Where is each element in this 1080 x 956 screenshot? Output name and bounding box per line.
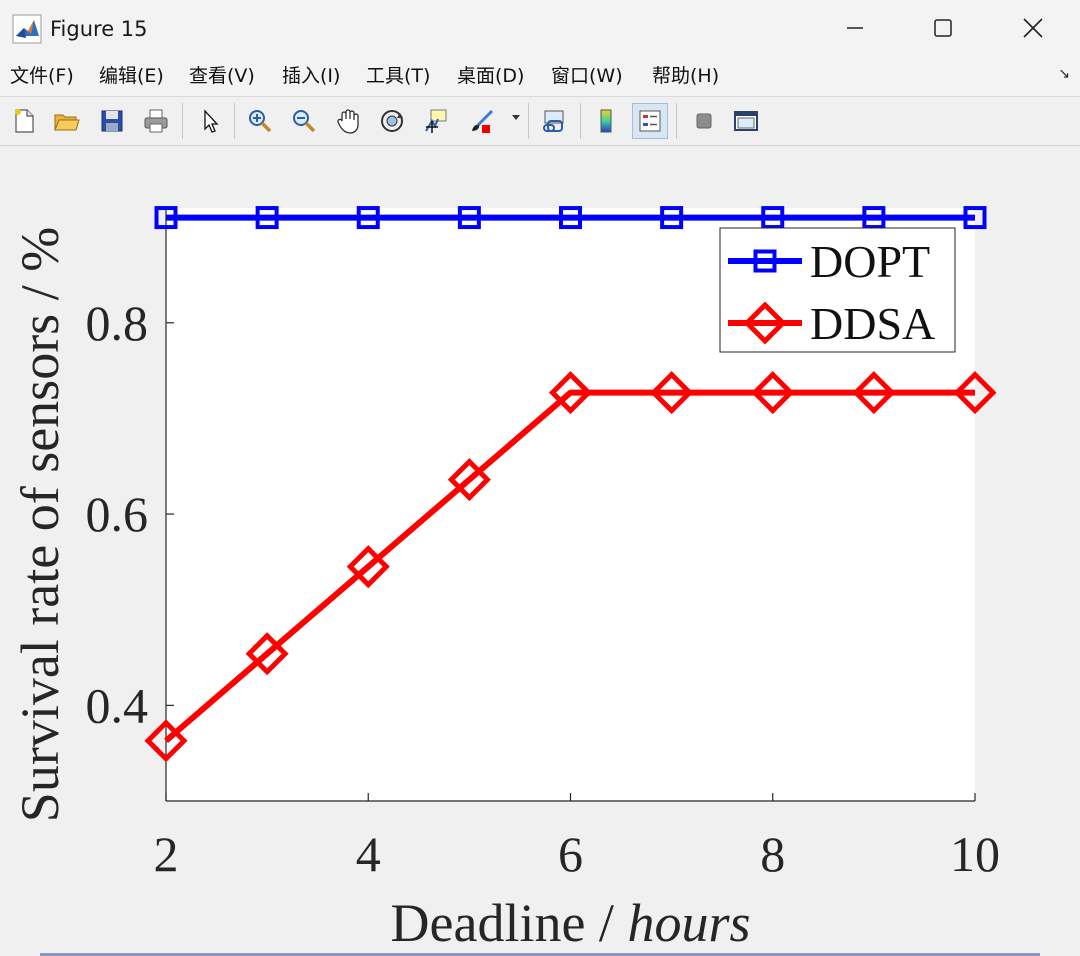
- data-point-dopt: [356, 206, 380, 230]
- legend-marker: [753, 249, 777, 273]
- data-point-dopt: [255, 206, 279, 230]
- menu-bar: 文件(F) 编辑(E) 查看(V) 插入(I) 工具(T) 桌面(D) 窗口(W…: [0, 56, 1080, 97]
- window-bottom-edge: [40, 953, 1040, 956]
- menu-desktop[interactable]: 桌面(D): [457, 65, 525, 87]
- close-icon: [1023, 18, 1043, 38]
- hide-tools-button[interactable]: [686, 103, 722, 139]
- toolbar-separator: [528, 103, 529, 139]
- legend-button[interactable]: [632, 103, 668, 139]
- legend-box[interactable]: [719, 227, 956, 353]
- menu-edit[interactable]: 编辑(E): [99, 65, 164, 87]
- data-point-ddsa: [852, 371, 896, 415]
- zoom-in-button[interactable]: [242, 103, 278, 139]
- toolbar-separator: [580, 103, 581, 139]
- new-figure-icon: [15, 109, 34, 133]
- data-point-dopt: [154, 206, 178, 230]
- series-line-ddsa: [164, 389, 975, 744]
- maximize-icon: [934, 19, 952, 37]
- data-point-dopt: [862, 206, 886, 230]
- data-point-ddsa: [245, 632, 289, 676]
- link-plot-button[interactable]: [536, 103, 572, 139]
- rotate-3d-icon: [381, 110, 403, 132]
- data-point-ddsa: [548, 371, 593, 415]
- y-axis-label: Survival rate of sensors / %: [10, 227, 70, 822]
- rotate-3d-button[interactable]: [374, 103, 410, 139]
- line-chart: 2 4 6 8 10 0.4 0.6 0.8 Deadline / hours Survival …: [10, 206, 1000, 953]
- legend-label: DOPT: [810, 236, 930, 287]
- menu-help[interactable]: 帮助(H): [652, 65, 720, 87]
- toolbar-separator: [676, 103, 677, 139]
- pointer-button[interactable]: [192, 103, 228, 139]
- print-icon: [144, 109, 168, 133]
- docked-tools-icon: [734, 111, 758, 131]
- colorbar-button[interactable]: [588, 103, 624, 139]
- save-button[interactable]: [94, 103, 130, 139]
- new-figure-button[interactable]: [6, 103, 42, 139]
- brush-button[interactable]: [464, 103, 500, 139]
- data-point-dopt: [559, 206, 582, 230]
- open-file-button[interactable]: [48, 103, 84, 139]
- y-tick-label: 0.4: [86, 677, 149, 733]
- window-title: Figure 15: [50, 17, 148, 41]
- legend-label: DDSA: [810, 298, 935, 349]
- zoom-in-icon: [249, 110, 272, 133]
- zoom-out-icon: [293, 110, 316, 133]
- x-axis-label-name: Deadline: [391, 893, 599, 953]
- x-tick-label: 10: [950, 826, 1000, 882]
- brush-icon: [472, 109, 494, 133]
- maximize-button[interactable]: [898, 0, 988, 56]
- menu-view[interactable]: 查看(V): [189, 65, 255, 87]
- dock-arrow-icon[interactable]: ↘: [1058, 66, 1070, 82]
- data-point-ddsa: [751, 371, 795, 415]
- data-point-dopt: [660, 206, 684, 230]
- data-point-ddsa: [650, 371, 694, 415]
- x-axis-label-unit-italic: hours: [627, 893, 750, 953]
- data-cursor-button[interactable]: [418, 103, 454, 139]
- pointer-icon: [204, 109, 219, 133]
- menu-tools[interactable]: 工具(T): [366, 65, 431, 87]
- x-tick-label: 6: [558, 826, 583, 882]
- data-point-ddsa: [346, 545, 390, 589]
- hide-tools-icon: [696, 113, 712, 129]
- data-point-dopt: [761, 206, 785, 230]
- colorbar-icon: [600, 109, 612, 133]
- data-point-dopt: [457, 206, 481, 230]
- data-point-ddsa: [144, 719, 188, 763]
- save-icon: [101, 110, 123, 132]
- minimize-icon: [847, 27, 863, 29]
- data-point-dopt: [963, 206, 987, 230]
- menu-window[interactable]: 窗口(W): [551, 65, 623, 87]
- zoom-out-button[interactable]: [286, 103, 322, 139]
- menu-insert[interactable]: 插入(I): [282, 65, 341, 87]
- y-tick-label: 0.6: [86, 486, 149, 542]
- matlab-logo-icon: [12, 14, 42, 44]
- y-tick-label: 0.8: [86, 295, 149, 351]
- close-button[interactable]: [988, 0, 1078, 56]
- data-point-ddsa: [447, 458, 491, 502]
- x-axis-label-unit: /: [599, 893, 628, 953]
- x-tick-label: 8: [760, 826, 785, 882]
- figure-canvas: 2 4 6 8 10 0.4 0.6 0.8 Deadline / hours Survival …: [0, 146, 1080, 956]
- figure-toolbar: [0, 97, 1080, 146]
- toolbar-separator: [182, 103, 183, 139]
- link-plot-icon: [543, 110, 564, 132]
- menu-file[interactable]: 文件(F): [10, 65, 74, 87]
- pan-button[interactable]: [330, 103, 366, 139]
- data-cursor-icon: [425, 109, 447, 133]
- print-button[interactable]: [138, 103, 174, 139]
- toolbar-separator: [234, 103, 235, 139]
- open-file-icon: [54, 114, 80, 131]
- minimize-button[interactable]: [810, 0, 900, 56]
- legend-marker: [743, 301, 787, 345]
- legend-icon: [639, 110, 661, 132]
- x-axis-label: Deadline / hours: [391, 893, 751, 953]
- title-bar: Figure 15: [0, 0, 1080, 56]
- pan-hand-icon: [337, 109, 359, 134]
- brush-dropdown-icon[interactable]: [512, 115, 520, 120]
- x-tick-label: 4: [356, 826, 381, 882]
- data-point-ddsa: [953, 371, 997, 415]
- x-tick-label: 2: [154, 826, 179, 882]
- docked-tools-button[interactable]: [728, 103, 764, 139]
